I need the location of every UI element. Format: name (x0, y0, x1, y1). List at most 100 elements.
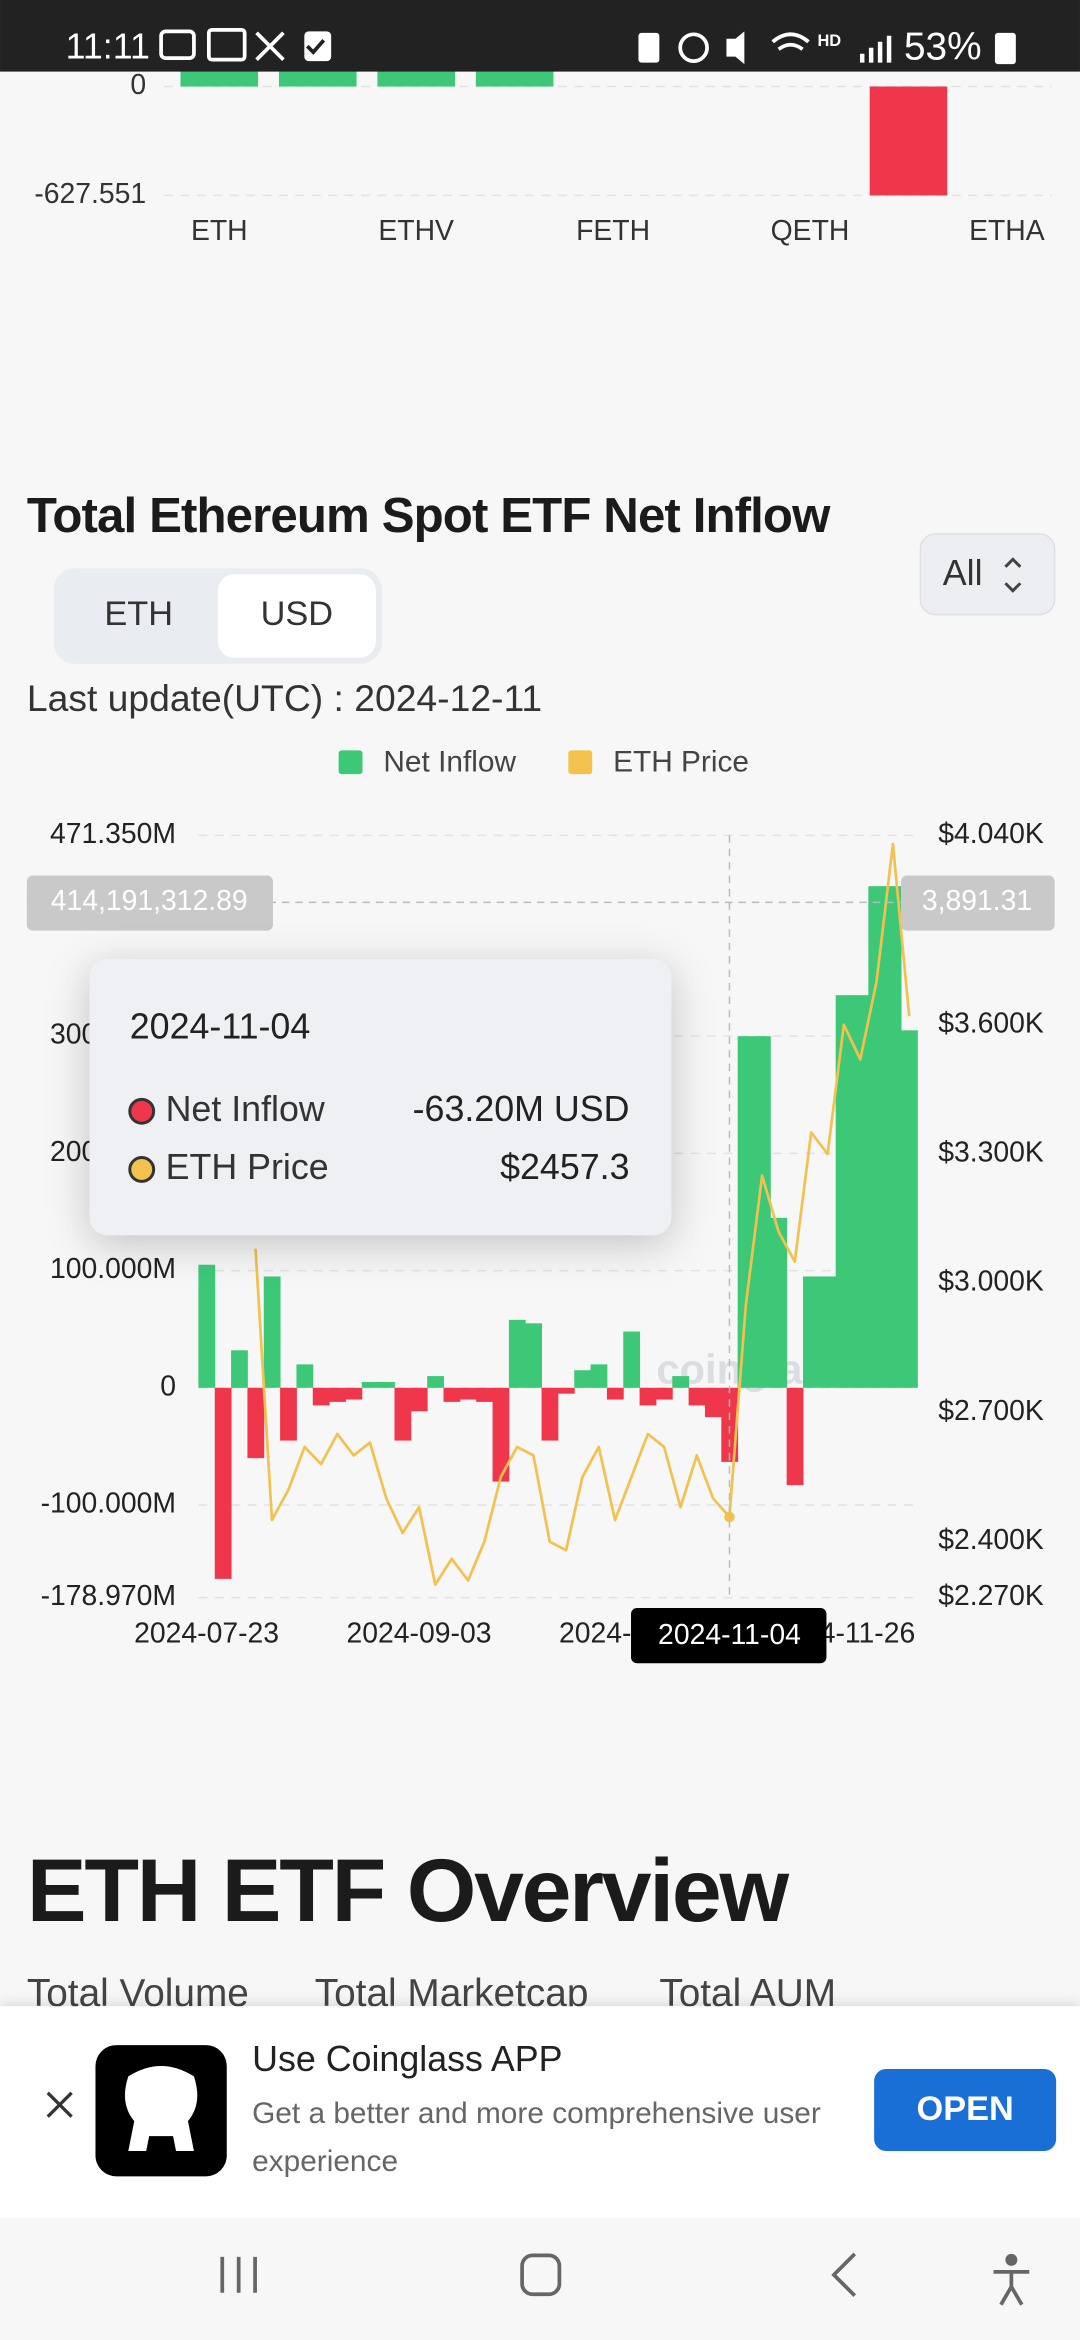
crosshair-point (724, 1511, 735, 1523)
bar (476, 1387, 493, 1402)
x-tick-label: ETHV (378, 215, 454, 247)
nav-accessibility (993, 2269, 1030, 2306)
x-tick-label: 2024-07-23 (134, 1617, 279, 1649)
nav-recents[interactable] (220, 2256, 257, 2293)
bar (868, 886, 886, 1388)
bar (753, 1036, 771, 1388)
banner-close[interactable] (46, 2091, 73, 2118)
bar (329, 1387, 346, 1402)
bar (557, 1387, 575, 1394)
bar (508, 1319, 526, 1388)
banner-title: Use Coinglass APP (252, 2039, 562, 2079)
open-button-label: OPEN (917, 2090, 1014, 2128)
bar (574, 1370, 592, 1388)
y2-tick-label: $2.270K (938, 1580, 1044, 1612)
status-icon (159, 29, 196, 61)
signal (859, 35, 892, 63)
status-icon (305, 39, 326, 55)
bar (525, 1323, 543, 1388)
bar (180, 69, 259, 87)
crosshair-y-label: 414,191,312.89 (51, 885, 248, 917)
y-tick-label: 471.350M (50, 818, 176, 850)
y2-tick-label: $2.700K (938, 1395, 1044, 1427)
bar (770, 1217, 788, 1388)
tooltip-name: Net Inflow (166, 1089, 325, 1129)
legend-label[interactable]: Net Inflow (383, 746, 516, 779)
crosshair-x-label: 2024-11-04 (658, 1619, 801, 1651)
y2-tick-label: $3.000K (938, 1266, 1044, 1298)
nav-bg (0, 2218, 1080, 2340)
range-select-label: All (943, 553, 983, 593)
status-icon (726, 31, 745, 65)
banner-description: Get a better and more comprehensive user (252, 2097, 821, 2130)
open-button[interactable] (874, 2068, 1057, 2152)
unit-toggle-options: ETH USD (104, 574, 376, 658)
crosshair-y-label-bg (26, 875, 273, 931)
y-tick-label: -178.970M (41, 1580, 176, 1612)
bar (214, 1387, 232, 1579)
bar (639, 1387, 657, 1406)
bar (623, 1331, 641, 1388)
x-tick-label: ETHA (969, 215, 1045, 247)
x-tick-label: QETH (771, 215, 850, 247)
bar (606, 1387, 624, 1400)
nav-accessibility[interactable] (1005, 2253, 1018, 2266)
bar (852, 995, 869, 1388)
tooltip-value: -63.20M USD (413, 1089, 630, 1129)
y2-tick-label: $2.400K (938, 1524, 1044, 1556)
bar (280, 1387, 297, 1441)
status-icon (678, 32, 709, 64)
y2-tick-label: $3.600K (938, 1007, 1044, 1039)
legend-label[interactable]: ETH Price (613, 746, 749, 779)
bar (247, 1387, 265, 1459)
bar (345, 1387, 363, 1400)
battery-icon (994, 32, 1016, 65)
bar (410, 1387, 428, 1412)
bar (835, 995, 853, 1388)
banner-description: experience (252, 2145, 398, 2178)
overview-title: ETH ETF Overview (27, 1840, 790, 1940)
nav-back[interactable] (831, 2252, 857, 2298)
nav-home[interactable] (520, 2253, 562, 2297)
app-icon-logo (124, 2065, 198, 2152)
price-line (254, 842, 911, 1586)
tooltip-bg (89, 959, 672, 1236)
legend-swatch (568, 750, 593, 775)
bar (263, 1276, 281, 1388)
status-icon: HD (817, 32, 841, 50)
bar (688, 1387, 706, 1406)
y2-tick-label: $4.040K (938, 818, 1044, 850)
status-icon (255, 31, 285, 61)
legend-swatch (338, 750, 363, 775)
bar (672, 1376, 690, 1388)
battery-level: 53% (904, 25, 982, 68)
bar (869, 86, 948, 196)
bar (737, 1036, 755, 1388)
bar (655, 1387, 673, 1400)
y-tick-label: 0 (160, 1370, 176, 1402)
bar (819, 1276, 837, 1388)
y-tick-label: -100.000M (41, 1488, 176, 1520)
toggle-option[interactable]: ETH (104, 595, 173, 633)
bar (296, 1364, 314, 1388)
top-chart: 0 -627.551 ETH ETHV FETH QETH ETHA (34, 69, 1052, 247)
toggle-option[interactable]: USD (261, 595, 333, 633)
y2-tick-label: $3.300K (938, 1137, 1044, 1169)
x-tick-label: 2024-09-03 (347, 1617, 492, 1649)
x-tick-label: FETH (576, 215, 650, 247)
bar (361, 1381, 379, 1388)
bar (312, 1387, 330, 1406)
bar (378, 1381, 395, 1388)
bar (459, 1387, 477, 1400)
status-icon (638, 32, 660, 63)
status-bar: 11:11 HD 53% (0, 0, 1080, 72)
tooltip-marker (128, 1097, 156, 1125)
status-icon (771, 32, 810, 51)
range-select-chevron (1004, 557, 1022, 593)
bar (231, 1350, 248, 1388)
range-select[interactable] (919, 533, 1056, 616)
nav-bar (0, 2218, 1080, 2340)
